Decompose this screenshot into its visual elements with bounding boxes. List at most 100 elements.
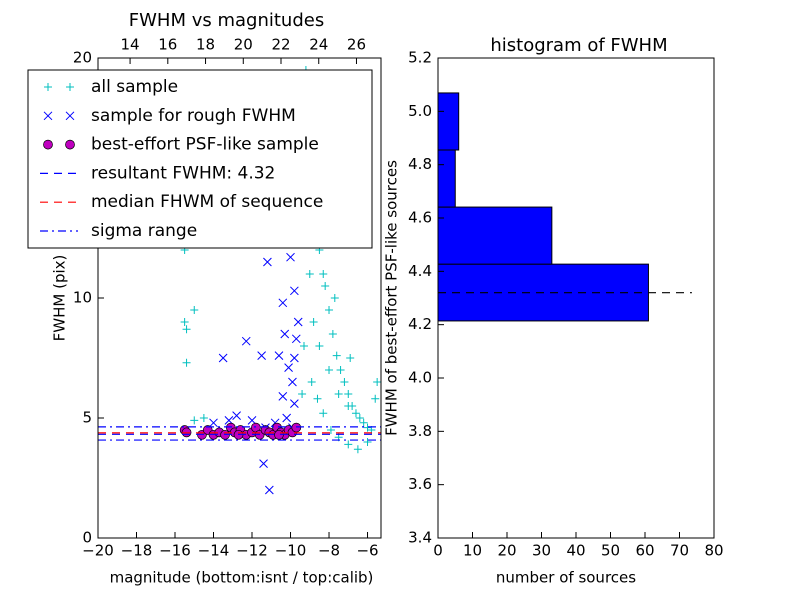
point [274, 351, 284, 360]
point [319, 270, 328, 278]
point [291, 334, 301, 344]
point [344, 390, 353, 398]
y-axis-label: FWHM (pix) [51, 255, 69, 342]
x-tick-label: −14 [198, 542, 230, 560]
x-tick-label: −6 [356, 542, 378, 560]
point [291, 422, 302, 433]
point [66, 83, 74, 91]
x-axis-label: number of sources [496, 569, 636, 587]
x2-tick-label: 24 [309, 36, 328, 54]
x2-tick-label: 18 [196, 36, 215, 54]
point [278, 392, 288, 401]
point [288, 377, 297, 387]
point [232, 411, 241, 420]
point [373, 378, 381, 386]
point [334, 390, 343, 398]
legend-label: all sample [91, 77, 178, 97]
x-tick-label: 30 [532, 542, 551, 560]
y-tick-label: 4.6 [408, 209, 432, 227]
x-tick-label: −8 [318, 542, 340, 560]
point [190, 306, 199, 314]
legend-label: best-effort PSF-like sample [91, 135, 319, 155]
point [353, 445, 362, 454]
bar [437, 149, 456, 208]
x2-tick-label: 20 [234, 36, 253, 54]
point [359, 418, 368, 427]
x-tick-label: 0 [433, 542, 443, 560]
point [290, 353, 299, 363]
y-tick-label: 5.0 [408, 102, 432, 120]
y-tick-label: 5 [82, 409, 92, 427]
point [351, 409, 360, 418]
point [209, 418, 218, 428]
x-tick-label: −18 [121, 542, 153, 560]
point [299, 342, 308, 350]
bar [437, 92, 460, 151]
point [321, 282, 330, 290]
point [44, 83, 52, 91]
point [218, 353, 228, 363]
x2-tick-label: 26 [347, 36, 366, 54]
x-tick-label: 20 [497, 542, 516, 560]
point [264, 485, 274, 495]
x-tick-label: −12 [236, 542, 268, 560]
point [290, 286, 299, 296]
y-tick-label: 4.0 [408, 369, 432, 387]
point [336, 366, 345, 374]
point [346, 354, 355, 362]
y-tick-label: 4.8 [408, 155, 432, 173]
point [182, 358, 191, 367]
point [263, 257, 272, 267]
legend-label: median FHWM of sequence [91, 192, 323, 212]
point [344, 402, 353, 410]
point [190, 416, 199, 425]
y-tick-label: 3.6 [408, 475, 432, 493]
y-axis-label: FWHM of best-effort PSF-like sources [383, 160, 401, 436]
point [282, 413, 292, 423]
y-tick-label: 4.4 [408, 262, 432, 280]
point [180, 318, 189, 326]
point [315, 342, 324, 350]
x-tick-label: −10 [275, 542, 307, 560]
chart-title: FWHM vs magnitudes [129, 10, 324, 31]
point [313, 394, 322, 403]
x-axis-label: magnitude (bottom:isnt / top:calib) [110, 569, 374, 587]
point [280, 329, 290, 339]
point [298, 390, 307, 398]
point [65, 139, 75, 150]
y-tick-label: 5.2 [408, 49, 432, 67]
x-tick-label: 50 [601, 542, 620, 560]
point [305, 270, 314, 278]
y-tick-label: 3.4 [408, 529, 432, 547]
point [286, 252, 295, 262]
point [325, 366, 334, 374]
x-tick-label: −20 [82, 542, 114, 560]
legend-box [27, 69, 373, 249]
point [332, 351, 341, 360]
x-tick-label: 70 [670, 542, 689, 560]
point [259, 459, 268, 468]
y-tick-label: 10 [73, 289, 92, 307]
point [278, 298, 288, 308]
legend-label: sigma range [91, 221, 197, 241]
x2-tick-label: 14 [121, 36, 140, 54]
point [371, 394, 380, 403]
point [328, 330, 337, 338]
point [326, 426, 335, 434]
chart-title: histogram of FWHM [490, 35, 667, 56]
point [340, 378, 349, 386]
bar [437, 206, 553, 265]
point [43, 111, 53, 121]
point [309, 318, 318, 326]
y-tick-label: 0 [82, 529, 92, 547]
point [290, 399, 299, 408]
x2-tick-label: 22 [271, 36, 290, 54]
point [344, 440, 353, 449]
point [199, 414, 208, 422]
point [307, 378, 316, 386]
x-tick-label: −16 [159, 542, 191, 560]
y-tick-label: 3.8 [408, 422, 432, 440]
legend-label: resultant FWHM: 4.32 [91, 163, 275, 183]
y-tick-label: 4.2 [408, 315, 432, 333]
